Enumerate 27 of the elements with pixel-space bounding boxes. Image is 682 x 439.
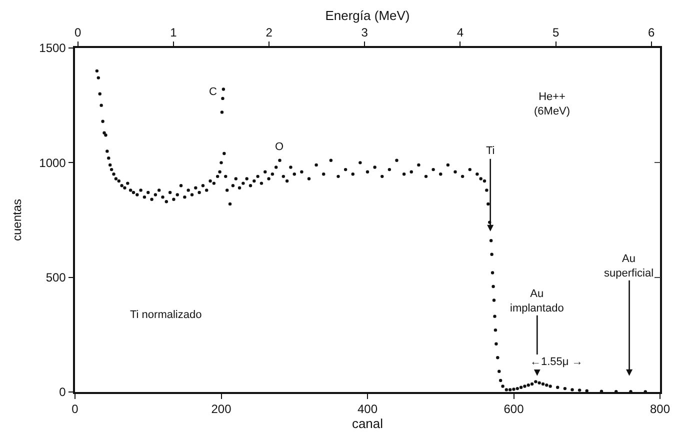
- x-tick-label: 600: [504, 402, 524, 416]
- x-tick-label: 0: [72, 402, 79, 416]
- annotation: Ti normalizado: [130, 309, 202, 321]
- x-tick-label: 800: [650, 402, 670, 416]
- x2-tick-label: 6: [648, 25, 656, 40]
- x2-tick-label: 2: [266, 25, 273, 40]
- x2-tick-label: 0: [74, 25, 82, 40]
- x2-axis-title: Energía (MeV): [325, 8, 410, 23]
- annotation: O: [275, 141, 284, 153]
- x2-tick-label: 1: [170, 25, 178, 40]
- y-axis-title: cuentas: [10, 198, 24, 242]
- x-tick-label: 400: [357, 402, 378, 416]
- x-tick-label: 200: [211, 402, 232, 416]
- x2-tick-label: 4: [456, 25, 464, 40]
- y-tick-label: 500: [46, 270, 66, 285]
- annotation: Au implantado: [510, 288, 564, 314]
- annotation: Ti: [486, 145, 495, 157]
- y-tick-label: 1000: [39, 156, 66, 170]
- x2-tick-label: 3: [361, 25, 368, 40]
- annotation: Au superficial: [604, 253, 654, 280]
- x2-tick-label: 5: [552, 25, 560, 40]
- y-tick-label: 0: [59, 385, 66, 400]
- annotation: ←1.55μ →: [530, 356, 583, 368]
- annotation: C: [209, 86, 217, 98]
- y-tick-label: 1500: [39, 41, 66, 56]
- annotation: He++ (6MeV): [534, 91, 570, 118]
- x-axis-title: canal: [352, 416, 384, 432]
